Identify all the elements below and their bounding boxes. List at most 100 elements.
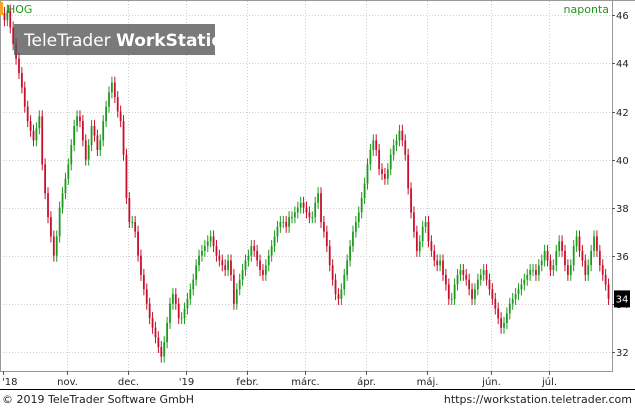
- candle-body: [99, 140, 102, 150]
- candle-body: [476, 279, 479, 290]
- candle-body: [172, 294, 174, 304]
- candle: [479, 268, 482, 286]
- candle: [180, 312, 183, 325]
- candle-body: [436, 260, 439, 266]
- candle: [253, 240, 256, 257]
- candle-body: [340, 289, 343, 299]
- candle: [331, 259, 334, 286]
- candle-body: [537, 265, 540, 275]
- candle: [352, 225, 354, 253]
- candle: [195, 259, 198, 286]
- candle-body: [108, 92, 110, 107]
- candle-body: [386, 169, 389, 179]
- candle-body: [198, 255, 200, 266]
- candle-body: [447, 284, 450, 299]
- candle: [282, 216, 285, 229]
- candle: [320, 187, 322, 229]
- candle: [427, 216, 430, 248]
- candle: [503, 316, 505, 334]
- candle-body: [413, 212, 415, 232]
- candle: [52, 230, 55, 262]
- candle: [23, 81, 26, 113]
- candle: [151, 312, 154, 334]
- candle: [81, 115, 84, 147]
- candle-body: [505, 313, 508, 323]
- candle: [116, 91, 119, 118]
- candle: [561, 235, 563, 257]
- candle: [384, 167, 386, 185]
- candle: [96, 129, 99, 156]
- candle-body: [433, 250, 436, 261]
- candle-body: [87, 145, 90, 160]
- candle: [189, 283, 192, 305]
- candle-body: [564, 250, 566, 266]
- candle: [532, 264, 534, 277]
- candle: [279, 216, 282, 233]
- candle: [122, 115, 125, 161]
- candle: [433, 244, 436, 267]
- candle: [360, 192, 363, 219]
- candle: [424, 216, 427, 233]
- candle: [497, 302, 500, 325]
- candle: [55, 230, 58, 262]
- candle-body: [32, 130, 35, 141]
- candle: [323, 216, 325, 238]
- symbol-label[interactable]: HOG: [7, 3, 32, 16]
- candle: [354, 216, 357, 238]
- candle-body: [111, 82, 113, 93]
- candle: [311, 211, 314, 224]
- candle-body: [424, 222, 427, 227]
- candle: [267, 249, 270, 272]
- candle: [410, 182, 412, 219]
- candle-body: [131, 222, 134, 224]
- candle: [415, 225, 418, 257]
- candle-body: [407, 154, 410, 189]
- candle-body: [282, 222, 285, 224]
- candle-body: [195, 265, 198, 280]
- candle: [555, 244, 558, 272]
- period-label[interactable]: naponta: [564, 3, 609, 16]
- candle-body: [140, 255, 142, 275]
- candle: [505, 307, 508, 329]
- source-url[interactable]: https://workstation.teletrader.com: [444, 393, 632, 406]
- candle: [535, 264, 537, 281]
- candle-body: [320, 193, 322, 223]
- candle-body: [352, 231, 354, 247]
- candle-body: [418, 241, 421, 251]
- candle: [293, 206, 296, 224]
- grid-lines: [3, 1, 612, 371]
- candle-body: [256, 250, 259, 261]
- candle: [593, 230, 595, 257]
- candle-body: [398, 130, 401, 141]
- candle-body: [186, 298, 189, 309]
- x-tick-label: jún.: [481, 376, 501, 388]
- candle-body: [218, 255, 221, 261]
- candle-body: [81, 121, 84, 141]
- candle: [160, 340, 163, 363]
- candle: [18, 52, 20, 80]
- candle-body: [529, 270, 532, 275]
- candle: [47, 187, 49, 224]
- candle: [381, 163, 383, 180]
- candle: [317, 187, 320, 209]
- candle-body: [439, 260, 441, 266]
- candle: [398, 124, 401, 147]
- candle: [386, 163, 389, 185]
- candle: [177, 297, 180, 325]
- candle-body: [154, 327, 157, 338]
- candle-body: [230, 260, 232, 275]
- candle-body: [212, 236, 215, 247]
- candle-body: [474, 289, 476, 299]
- candle-body: [285, 222, 288, 227]
- candle: [145, 283, 148, 310]
- candle: [596, 230, 598, 257]
- candle-body: [575, 236, 578, 247]
- candle: [244, 254, 247, 277]
- candle-body: [404, 140, 407, 155]
- candle-body: [471, 289, 473, 299]
- candle: [76, 110, 78, 132]
- x-tick-label: ápr.: [357, 376, 376, 388]
- candle: [235, 283, 238, 310]
- candle: [35, 122, 38, 147]
